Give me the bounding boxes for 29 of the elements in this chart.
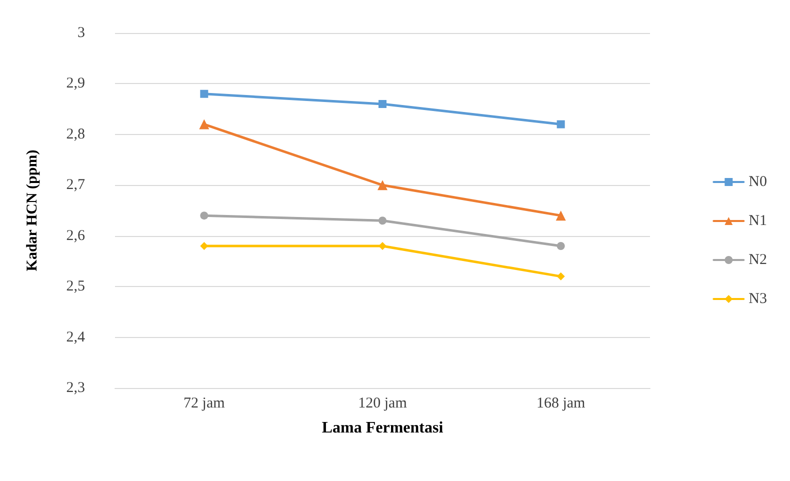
y-tick-label: 2,5 [66,278,85,295]
y-tick-label: 3 [78,25,85,41]
legend-label: N0 [748,174,768,190]
y-tick-label: 2,6 [66,228,86,244]
point [378,180,388,190]
point [200,90,208,98]
point [556,210,566,221]
point [556,120,565,128]
y-tick-label: 2,4 [66,329,86,346]
y-tick-label: 2,8 [66,126,85,142]
point [378,216,386,225]
point [556,242,565,250]
point [378,242,386,250]
x-tick-label: 72 jam [184,396,226,412]
legend-label: N2 [748,252,768,268]
point [556,272,565,280]
x-tick-label: 120 jam [358,396,408,412]
point [199,119,210,130]
legend-label: N3 [748,291,768,307]
legend-label: N1 [748,213,768,229]
y-tick-label: 2,7 [66,177,86,194]
x-axis-title: Lama Fermentasi [322,420,444,436]
y-tick-label: 2,9 [66,76,85,92]
point [200,242,208,250]
point [200,212,208,220]
point [378,100,386,108]
y-tick-label: 2,3 [66,380,85,396]
x-tick-label: 168 jam [536,396,586,412]
y-axis-title: Kadar HCN (ppm) [24,150,40,272]
